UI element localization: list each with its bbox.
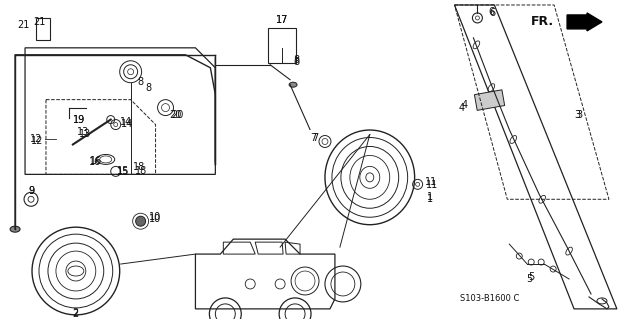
Text: 21: 21 [33,17,45,27]
Text: FR.: FR. [531,15,554,28]
Text: 18: 18 [134,166,147,176]
Bar [268,28,296,63]
Text: 14: 14 [119,116,132,127]
Text: 6: 6 [489,7,494,17]
Text: 15: 15 [117,166,129,176]
Text: 6: 6 [489,8,495,18]
Circle shape [136,216,146,226]
Text: 18: 18 [133,162,145,172]
Text: 8: 8 [293,55,299,65]
Text: 2: 2 [73,308,79,318]
Text: 12: 12 [31,137,43,147]
Text: 4: 4 [458,103,465,113]
Text: 8: 8 [293,57,299,67]
Text: 10: 10 [149,212,161,222]
Bar [474,90,505,110]
Text: 3: 3 [574,109,580,120]
Text: 9: 9 [28,186,34,196]
Text: 19: 19 [73,115,85,124]
Text: 5: 5 [528,272,534,282]
Text: 11: 11 [425,177,438,187]
Text: 13: 13 [78,129,91,139]
Text: 21: 21 [17,20,30,30]
Text: 1: 1 [426,194,433,204]
Ellipse shape [10,226,20,232]
Text: 8: 8 [138,77,144,87]
Text: S103-B1600 C: S103-B1600 C [460,294,519,303]
Text: 3: 3 [576,109,582,120]
FancyArrow shape [567,13,602,31]
Text: 20: 20 [171,109,183,120]
Text: 1: 1 [426,192,433,202]
Text: 16: 16 [90,156,102,166]
Text: 19: 19 [73,115,85,124]
Text: 16: 16 [89,157,101,167]
Text: 10: 10 [149,214,161,224]
Text: 9: 9 [28,186,34,196]
Text: 13: 13 [77,126,89,137]
Bar [36,18,50,40]
Text: 7: 7 [310,132,316,142]
Text: 20: 20 [170,109,181,120]
Text: 8: 8 [146,83,151,93]
Text: 17: 17 [276,15,288,25]
Text: 4: 4 [462,100,467,110]
Text: 2: 2 [73,309,79,319]
Ellipse shape [289,82,297,87]
Text: 17: 17 [276,15,288,25]
Text: 7: 7 [312,132,318,142]
Text: 14: 14 [121,118,133,129]
Text: 15: 15 [117,167,129,177]
Text: 5: 5 [526,274,533,284]
Text: 12: 12 [30,134,42,145]
Text: 11: 11 [426,180,439,190]
